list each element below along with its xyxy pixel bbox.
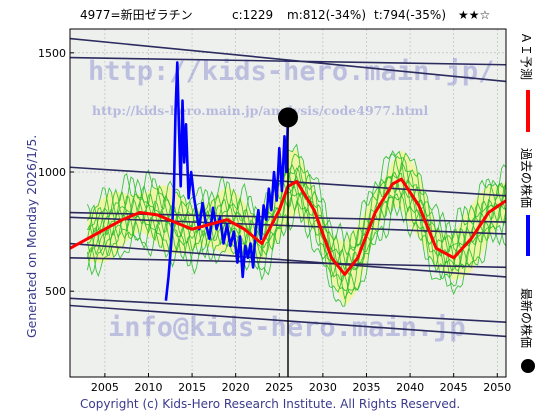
y-tick-label: 500 (45, 285, 66, 298)
simulation-line (87, 143, 506, 256)
simulation-line (86, 167, 506, 276)
header-target-price: t:794(-35%) (374, 8, 446, 22)
plot-frame (69, 28, 507, 378)
header-rating: ★★☆ (458, 8, 490, 22)
legend: ＡＩ予測 過去の株価 最新の株価 (519, 32, 535, 373)
trend-line (70, 56, 506, 66)
header-current-price: c:1229 (232, 8, 273, 22)
past-price-line (164, 61, 290, 301)
trend-line (70, 37, 506, 83)
axis-ticks: 2005 2010 2015 2020 2025 2030 2035 2040 2045 2050… (38, 47, 511, 394)
latest-price-marker (278, 107, 298, 128)
x-tick-label: 2040 (396, 381, 424, 394)
header-code-name: 4977=新田ゼラチン (80, 7, 193, 22)
simulation-line (86, 193, 506, 307)
series-lines (70, 61, 506, 301)
x-tick-label: 2035 (352, 381, 380, 394)
x-tick-label: 2025 (265, 381, 293, 394)
x-tick-label: 2030 (309, 381, 337, 394)
legend-past-price-label: 過去の株価 (519, 148, 534, 208)
x-tick-label: 2045 (440, 381, 468, 394)
legend-latest-price-label: 最新の株価 (519, 288, 534, 348)
y-tick-label: 1500 (38, 47, 66, 60)
generated-label: Generated on Monday 2026/1/5. (24, 135, 39, 338)
header-max-price: m:812(-34%) (287, 8, 366, 22)
x-tick-label: 2050 (483, 381, 511, 394)
x-tick-label: 2010 (134, 381, 162, 394)
x-tick-label: 2020 (222, 381, 250, 394)
simulation-line (87, 172, 506, 282)
y-tick-label: 1000 (38, 166, 66, 179)
watermark-analysis-url: http://kids-hero.main.jp/analysis/code49… (92, 103, 428, 118)
simulation-line (87, 155, 506, 271)
legend-latest-price-swatch (521, 359, 535, 373)
legend-ai-forecast-label: ＡＩ予測 (519, 32, 533, 80)
x-tick-label: 2005 (91, 381, 119, 394)
footer-copyright: Copyright (c) Kids-Hero Research Institu… (80, 397, 460, 411)
latest-marker-layer (278, 107, 298, 377)
x-tick-label: 2015 (178, 381, 206, 394)
ai-forecast-line (70, 177, 506, 276)
